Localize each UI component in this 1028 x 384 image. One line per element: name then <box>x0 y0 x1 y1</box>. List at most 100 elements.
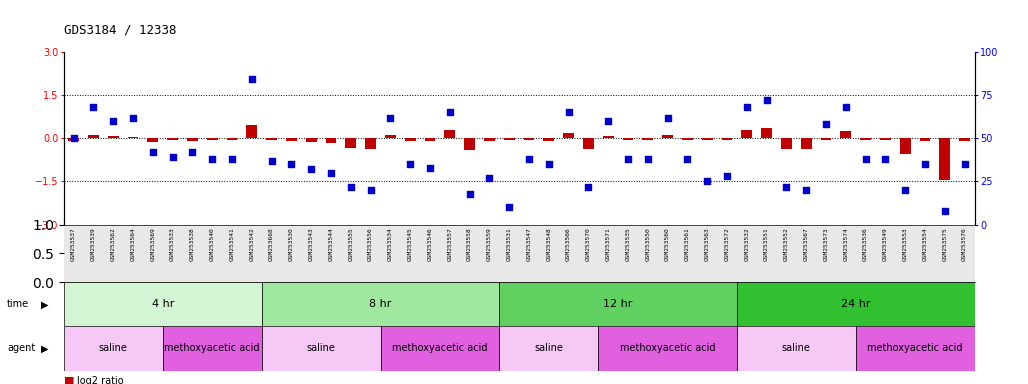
Point <box>382 114 399 121</box>
Bar <box>465 138 475 151</box>
Text: GSM253564: GSM253564 <box>131 227 136 261</box>
Bar <box>583 138 594 149</box>
Text: GSM253539: GSM253539 <box>90 227 96 261</box>
Point <box>66 135 82 141</box>
Text: GSM253561: GSM253561 <box>685 227 690 261</box>
Bar <box>386 135 396 138</box>
Text: saline: saline <box>306 343 335 354</box>
Point <box>600 118 617 124</box>
Bar <box>741 130 752 138</box>
Text: GSM253573: GSM253573 <box>823 227 829 261</box>
Point <box>937 208 953 214</box>
Text: GSM253571: GSM253571 <box>605 227 611 261</box>
Point <box>719 173 735 179</box>
Point <box>956 161 972 167</box>
Text: GSM253572: GSM253572 <box>725 227 730 261</box>
Point <box>521 156 538 162</box>
Point <box>580 184 596 190</box>
Point <box>164 154 181 161</box>
Point <box>560 109 577 116</box>
Bar <box>563 133 574 138</box>
Bar <box>662 135 673 138</box>
Bar <box>64 282 262 326</box>
Text: GSM253562: GSM253562 <box>111 227 116 261</box>
Text: GSM253545: GSM253545 <box>408 227 412 261</box>
Bar <box>500 282 737 326</box>
Text: GSM253546: GSM253546 <box>428 227 433 261</box>
Text: saline: saline <box>99 343 127 354</box>
Bar <box>405 138 415 141</box>
Bar <box>544 138 554 141</box>
Text: GSM253566: GSM253566 <box>566 227 572 261</box>
Point <box>639 156 656 162</box>
Text: GSM253554: GSM253554 <box>922 227 927 261</box>
Point <box>778 184 795 190</box>
Point <box>224 156 241 162</box>
Bar <box>623 138 633 140</box>
Point <box>263 158 280 164</box>
Text: GSM253559: GSM253559 <box>487 227 492 261</box>
Bar <box>425 138 436 141</box>
Text: ■: ■ <box>64 376 74 384</box>
Bar <box>64 326 162 371</box>
Bar <box>737 326 855 371</box>
Bar <box>247 125 257 138</box>
Bar <box>801 138 812 149</box>
Text: time: time <box>7 299 30 310</box>
Text: log2 ratio: log2 ratio <box>77 376 123 384</box>
Bar <box>920 138 930 141</box>
Bar <box>860 138 871 140</box>
Text: saline: saline <box>535 343 563 354</box>
Point <box>917 161 933 167</box>
Text: GSM253668: GSM253668 <box>269 227 274 261</box>
Point <box>659 114 675 121</box>
Bar <box>504 138 515 140</box>
Point <box>184 149 200 155</box>
Point <box>699 179 715 185</box>
Text: GSM253557: GSM253557 <box>447 227 452 261</box>
Text: GSM253544: GSM253544 <box>329 227 333 261</box>
Bar <box>702 138 712 140</box>
Bar <box>682 138 693 140</box>
Bar <box>444 130 455 138</box>
Text: ▶: ▶ <box>41 343 48 354</box>
Bar <box>737 282 975 326</box>
Point <box>897 187 914 193</box>
Bar <box>365 138 376 149</box>
Text: agent: agent <box>7 343 35 354</box>
Text: methoxyacetic acid: methoxyacetic acid <box>393 343 487 354</box>
Bar <box>523 138 535 140</box>
Bar <box>207 138 218 140</box>
Point <box>857 156 874 162</box>
Text: GSM253542: GSM253542 <box>250 227 254 261</box>
Text: GSM253551: GSM253551 <box>764 227 769 261</box>
Text: GSM253548: GSM253548 <box>546 227 551 261</box>
Text: GSM253576: GSM253576 <box>962 227 967 261</box>
Bar <box>88 136 99 138</box>
Text: GSM253543: GSM253543 <box>308 227 314 261</box>
Point <box>204 156 220 162</box>
Text: GSM253535: GSM253535 <box>626 227 630 261</box>
Text: GSM253570: GSM253570 <box>586 227 591 261</box>
Bar <box>326 138 336 142</box>
Text: 12 hr: 12 hr <box>603 299 633 310</box>
Point <box>798 187 814 193</box>
Bar <box>147 138 158 142</box>
Text: 24 hr: 24 hr <box>841 299 871 310</box>
Point <box>481 175 498 181</box>
Text: GSM253549: GSM253549 <box>883 227 888 261</box>
Text: GSM253541: GSM253541 <box>229 227 234 261</box>
Bar <box>900 138 911 154</box>
Bar <box>940 138 950 180</box>
Point <box>363 187 379 193</box>
Bar <box>484 138 494 141</box>
Point <box>442 109 458 116</box>
Bar <box>266 138 278 140</box>
Bar <box>286 138 297 141</box>
Text: GSM253536: GSM253536 <box>864 227 868 261</box>
Point <box>402 161 418 167</box>
Point <box>877 156 893 162</box>
Point <box>541 161 557 167</box>
Point <box>818 121 835 127</box>
Point <box>462 190 478 197</box>
